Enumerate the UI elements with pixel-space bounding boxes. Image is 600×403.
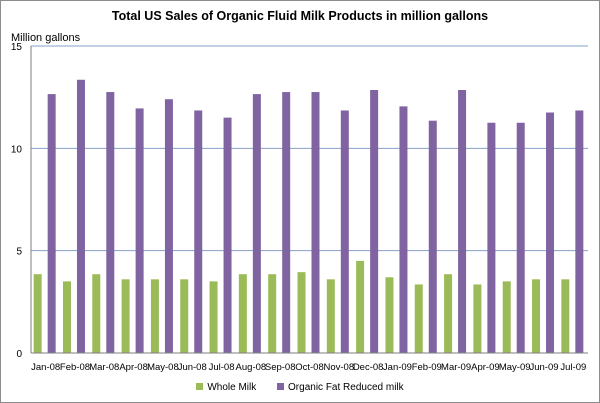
bar-fat-reduced-mar-09 xyxy=(458,90,467,354)
bar-fat-reduced-dec-08 xyxy=(370,90,379,354)
bar-fat-reduced-feb-09 xyxy=(428,120,437,353)
bar-whole-milk-sep-08 xyxy=(268,274,277,353)
x-tick-label-aug-08: Aug-08 xyxy=(236,362,267,373)
bar-whole-milk-feb-09 xyxy=(414,284,423,353)
bar-whole-milk-jan-08 xyxy=(33,274,42,353)
x-tick-label-feb-08: Feb-08 xyxy=(60,362,90,373)
chart-legend: Whole Milk Organic Fat Reduced milk xyxy=(1,382,599,393)
bar-whole-milk-jun-08 xyxy=(180,279,189,353)
x-tick-label-jul-09: Jul-09 xyxy=(560,362,586,373)
legend-item-whole-milk: Whole Milk xyxy=(196,382,256,393)
bar-whole-milk-may-08 xyxy=(150,279,159,353)
legend-label-whole-milk: Whole Milk xyxy=(207,382,257,393)
bar-whole-milk-feb-08 xyxy=(62,281,71,353)
y-tick-label-5: 5 xyxy=(16,247,22,258)
x-tick-label-jan-09: Jan-09 xyxy=(383,362,412,373)
x-tick-label-feb-09: Feb-09 xyxy=(412,362,442,373)
bar-whole-milk-mar-09 xyxy=(444,274,453,353)
bar-fat-reduced-jan-09 xyxy=(399,106,408,353)
bar-fat-reduced-mar-08 xyxy=(106,92,115,354)
bar-whole-milk-jan-09 xyxy=(385,277,394,353)
bar-fat-reduced-may-08 xyxy=(164,99,173,353)
bar-fat-reduced-may-09 xyxy=(516,122,525,353)
x-tick-label-nov-08: Nov-08 xyxy=(324,362,355,373)
x-tick-label-may-09: May-09 xyxy=(499,362,531,373)
bar-fat-reduced-oct-08 xyxy=(311,92,320,354)
y-tick-label-10: 10 xyxy=(11,144,23,155)
bar-fat-reduced-apr-09 xyxy=(487,122,496,353)
x-tick-label-jan-08: Jan-08 xyxy=(31,362,60,373)
bar-whole-milk-jun-09 xyxy=(532,279,541,353)
bar-fat-reduced-jun-09 xyxy=(546,112,555,354)
x-tick-label-jul-08: Jul-08 xyxy=(209,362,235,373)
bar-fat-reduced-jun-08 xyxy=(194,110,203,353)
bar-whole-milk-apr-09 xyxy=(473,284,482,353)
bar-fat-reduced-sep-08 xyxy=(282,92,291,354)
bar-fat-reduced-nov-08 xyxy=(340,110,349,353)
bar-whole-milk-aug-08 xyxy=(238,274,247,353)
legend-swatch-fat-reduced xyxy=(277,383,285,390)
y-tick-label-0: 0 xyxy=(16,349,22,360)
x-tick-label-may-08: May-08 xyxy=(147,362,179,373)
bar-whole-milk-jul-08 xyxy=(209,281,218,353)
bar-whole-milk-nov-08 xyxy=(326,279,335,353)
x-tick-label-apr-08: Apr-08 xyxy=(119,362,148,373)
bar-whole-milk-apr-08 xyxy=(121,279,130,353)
x-tick-label-sep-08: Sep-08 xyxy=(265,362,296,373)
y-axis-label: Million gallons xyxy=(11,32,81,44)
legend-label-fat-reduced: Organic Fat Reduced milk xyxy=(288,382,404,393)
bar-whole-milk-mar-08 xyxy=(92,274,101,353)
legend-item-fat-reduced: Organic Fat Reduced milk xyxy=(277,382,404,393)
bar-whole-milk-may-09 xyxy=(502,281,511,353)
bar-fat-reduced-jan-08 xyxy=(47,94,56,353)
y-tick-label-15: 15 xyxy=(11,42,23,53)
bar-whole-milk-dec-08 xyxy=(356,260,365,353)
bar-fat-reduced-jul-08 xyxy=(223,117,232,353)
x-tick-label-jun-09: Jun-09 xyxy=(529,362,558,373)
x-tick-label-dec-08: Dec-08 xyxy=(353,362,384,373)
bar-fat-reduced-jul-09 xyxy=(575,110,584,353)
legend-swatch-whole-milk xyxy=(196,383,204,390)
bar-whole-milk-jul-09 xyxy=(561,279,570,353)
chart-title: Total US Sales of Organic Fluid Milk Pro… xyxy=(111,9,489,23)
bar-fat-reduced-aug-08 xyxy=(252,94,261,353)
x-tick-label-apr-09: Apr-09 xyxy=(471,362,500,373)
bar-fat-reduced-feb-08 xyxy=(76,79,85,354)
x-tick-label-mar-08: Mar-08 xyxy=(89,362,119,373)
bar-fat-reduced-apr-08 xyxy=(135,108,144,353)
x-tick-label-jun-08: Jun-08 xyxy=(178,362,207,373)
x-tick-label-mar-09: Mar-09 xyxy=(441,362,471,373)
x-tick-label-oct-08: Oct-08 xyxy=(295,362,324,373)
bar-whole-milk-oct-08 xyxy=(297,272,306,353)
